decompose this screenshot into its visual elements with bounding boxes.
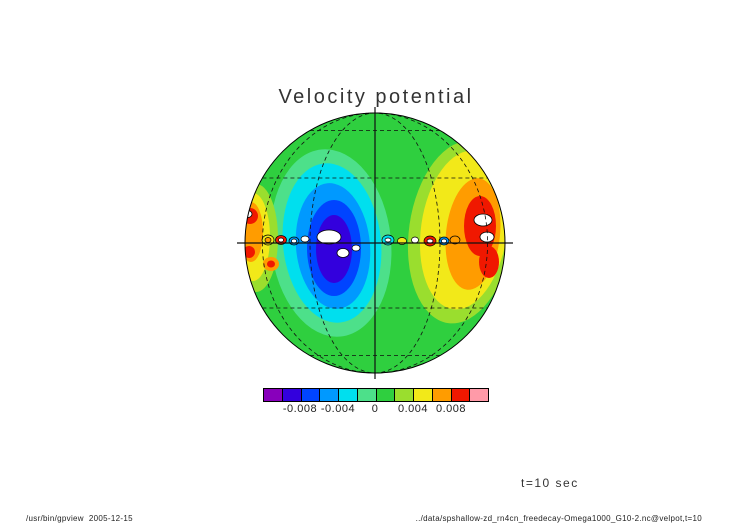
colorbar-tick-label: 0.004 bbox=[397, 403, 429, 415]
globe-outline bbox=[244, 112, 506, 374]
time-label: t=10 sec bbox=[521, 476, 579, 490]
colorbar bbox=[263, 388, 489, 402]
colorbar-tick-label: 0 bbox=[371, 403, 379, 415]
colorbar-segment bbox=[320, 389, 339, 401]
colorbar-segment bbox=[470, 389, 488, 401]
colorbar-segments bbox=[263, 388, 489, 402]
colorbar-segment bbox=[357, 389, 377, 401]
footer-datapath: ../data/spshallow-zd_rn4cn_freedecay-Ome… bbox=[415, 514, 702, 523]
colorbar-tick-label: 0.008 bbox=[435, 403, 467, 415]
colorbar-tick-label: -0.008 bbox=[282, 403, 318, 415]
colorbar-segment bbox=[264, 389, 283, 401]
colorbar-segment bbox=[451, 389, 471, 401]
positive-anomaly-west bbox=[245, 184, 279, 292]
plot-title: Velocity potential bbox=[278, 86, 474, 108]
colorbar-segment bbox=[282, 389, 302, 401]
footer-command: /usr/bin/gpview 2005-12-15 bbox=[26, 514, 133, 523]
colorbar-segment bbox=[301, 389, 321, 401]
positive-anomaly-east bbox=[407, 140, 505, 324]
colorbar-segment bbox=[414, 389, 433, 401]
colorbar-tick-label: -0.004 bbox=[320, 403, 356, 415]
colorbar-segment bbox=[339, 389, 358, 401]
colorbar-segment bbox=[432, 389, 452, 401]
colorbar-segment bbox=[395, 389, 414, 401]
grid-solid bbox=[237, 107, 513, 379]
grid-lines bbox=[237, 107, 513, 379]
colorbar-segment bbox=[376, 389, 396, 401]
